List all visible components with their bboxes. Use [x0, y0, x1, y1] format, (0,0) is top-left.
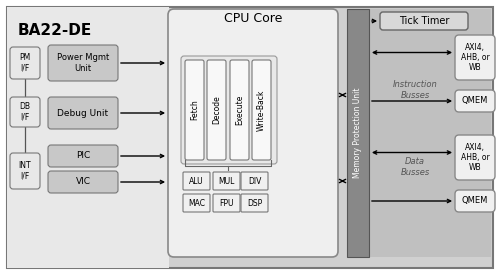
FancyBboxPatch shape	[455, 35, 495, 80]
Text: AXI4,
AHB, or
WB: AXI4, AHB, or WB	[460, 143, 490, 172]
Text: Execute: Execute	[235, 95, 244, 125]
FancyBboxPatch shape	[455, 90, 495, 112]
Text: QMEM: QMEM	[462, 97, 488, 106]
Text: Write-Back: Write-Back	[257, 89, 266, 131]
Text: PM
I/F: PM I/F	[20, 53, 30, 73]
Text: DSP: DSP	[247, 199, 262, 208]
FancyBboxPatch shape	[380, 12, 468, 30]
Text: CPU Core: CPU Core	[224, 12, 282, 26]
FancyBboxPatch shape	[241, 172, 268, 190]
FancyBboxPatch shape	[185, 60, 204, 160]
FancyBboxPatch shape	[252, 60, 271, 160]
Text: VIC: VIC	[76, 177, 90, 186]
FancyBboxPatch shape	[213, 172, 240, 190]
Text: Power Mgmt
Unit: Power Mgmt Unit	[57, 53, 109, 73]
Bar	[347, 9, 369, 257]
FancyBboxPatch shape	[181, 56, 277, 164]
FancyBboxPatch shape	[10, 97, 40, 127]
Text: QMEM: QMEM	[462, 197, 488, 205]
FancyBboxPatch shape	[455, 135, 495, 180]
FancyBboxPatch shape	[10, 153, 40, 189]
Text: Decode: Decode	[212, 96, 221, 124]
FancyBboxPatch shape	[48, 97, 118, 129]
FancyBboxPatch shape	[183, 172, 210, 190]
Text: Fetch: Fetch	[190, 100, 199, 120]
Text: PIC: PIC	[76, 152, 90, 161]
FancyBboxPatch shape	[230, 60, 249, 160]
FancyBboxPatch shape	[455, 190, 495, 212]
Text: BA22-DE: BA22-DE	[18, 23, 92, 38]
Text: DB
I/F: DB I/F	[20, 102, 30, 122]
Text: FPU: FPU	[219, 199, 234, 208]
FancyBboxPatch shape	[10, 47, 40, 79]
Text: DIV: DIV	[248, 177, 261, 186]
Bar	[347, 9, 491, 257]
Text: AXI4,
AHB, or
WB: AXI4, AHB, or WB	[460, 43, 490, 72]
FancyBboxPatch shape	[241, 194, 268, 212]
Bar	[7, 7, 169, 268]
FancyBboxPatch shape	[48, 171, 118, 193]
Text: MUL: MUL	[218, 177, 234, 186]
Text: Tick Timer: Tick Timer	[399, 16, 449, 26]
FancyBboxPatch shape	[168, 9, 338, 257]
Text: Memory Protection Unit: Memory Protection Unit	[354, 88, 362, 178]
FancyBboxPatch shape	[48, 45, 118, 81]
Text: ALU: ALU	[189, 177, 204, 186]
FancyBboxPatch shape	[213, 194, 240, 212]
Text: Instruction
Busses: Instruction Busses	[392, 80, 438, 100]
FancyBboxPatch shape	[48, 145, 118, 167]
Text: MAC: MAC	[188, 199, 205, 208]
Text: Debug Unit: Debug Unit	[58, 109, 108, 117]
Text: Data
Busses: Data Busses	[400, 157, 430, 177]
FancyBboxPatch shape	[207, 60, 226, 160]
FancyBboxPatch shape	[183, 194, 210, 212]
Text: INT
I/F: INT I/F	[18, 161, 32, 181]
